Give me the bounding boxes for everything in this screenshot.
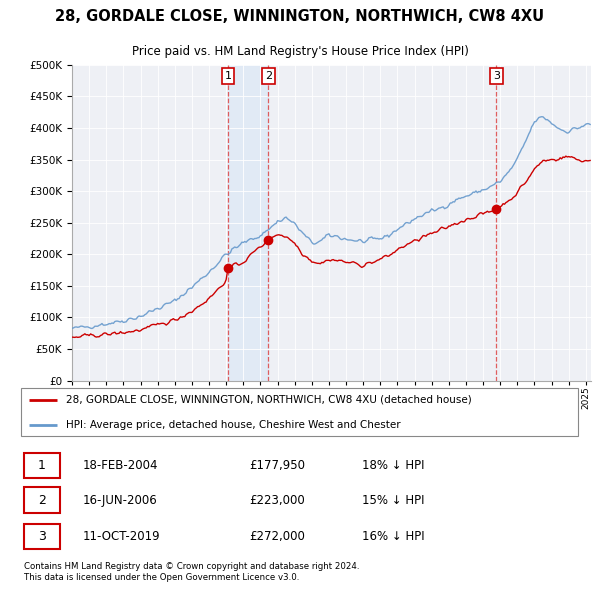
FancyBboxPatch shape (23, 524, 60, 549)
Text: 28, GORDALE CLOSE, WINNINGTON, NORTHWICH, CW8 4XU: 28, GORDALE CLOSE, WINNINGTON, NORTHWICH… (55, 9, 545, 24)
Text: 2: 2 (265, 71, 272, 81)
Text: 11-OCT-2019: 11-OCT-2019 (83, 530, 160, 543)
Text: 3: 3 (38, 530, 46, 543)
Text: Contains HM Land Registry data © Crown copyright and database right 2024.
This d: Contains HM Land Registry data © Crown c… (23, 562, 359, 582)
FancyBboxPatch shape (21, 388, 578, 435)
Text: Price paid vs. HM Land Registry's House Price Index (HPI): Price paid vs. HM Land Registry's House … (131, 45, 469, 58)
Text: 18% ↓ HPI: 18% ↓ HPI (362, 459, 425, 472)
Text: 3: 3 (493, 71, 500, 81)
Text: 28, GORDALE CLOSE, WINNINGTON, NORTHWICH, CW8 4XU (detached house): 28, GORDALE CLOSE, WINNINGTON, NORTHWICH… (66, 395, 472, 405)
Text: 16% ↓ HPI: 16% ↓ HPI (362, 530, 425, 543)
Text: 1: 1 (225, 71, 232, 81)
Text: 1: 1 (38, 459, 46, 472)
Text: 2: 2 (38, 493, 46, 507)
Bar (228, 65, 268, 381)
Text: £223,000: £223,000 (249, 493, 305, 507)
Text: £272,000: £272,000 (249, 530, 305, 543)
FancyBboxPatch shape (23, 487, 60, 513)
Text: 16-JUN-2006: 16-JUN-2006 (83, 493, 158, 507)
Text: 18-FEB-2004: 18-FEB-2004 (83, 459, 158, 472)
FancyBboxPatch shape (23, 453, 60, 478)
Text: 15% ↓ HPI: 15% ↓ HPI (362, 493, 425, 507)
Text: HPI: Average price, detached house, Cheshire West and Chester: HPI: Average price, detached house, Ches… (66, 420, 401, 430)
Text: £177,950: £177,950 (249, 459, 305, 472)
